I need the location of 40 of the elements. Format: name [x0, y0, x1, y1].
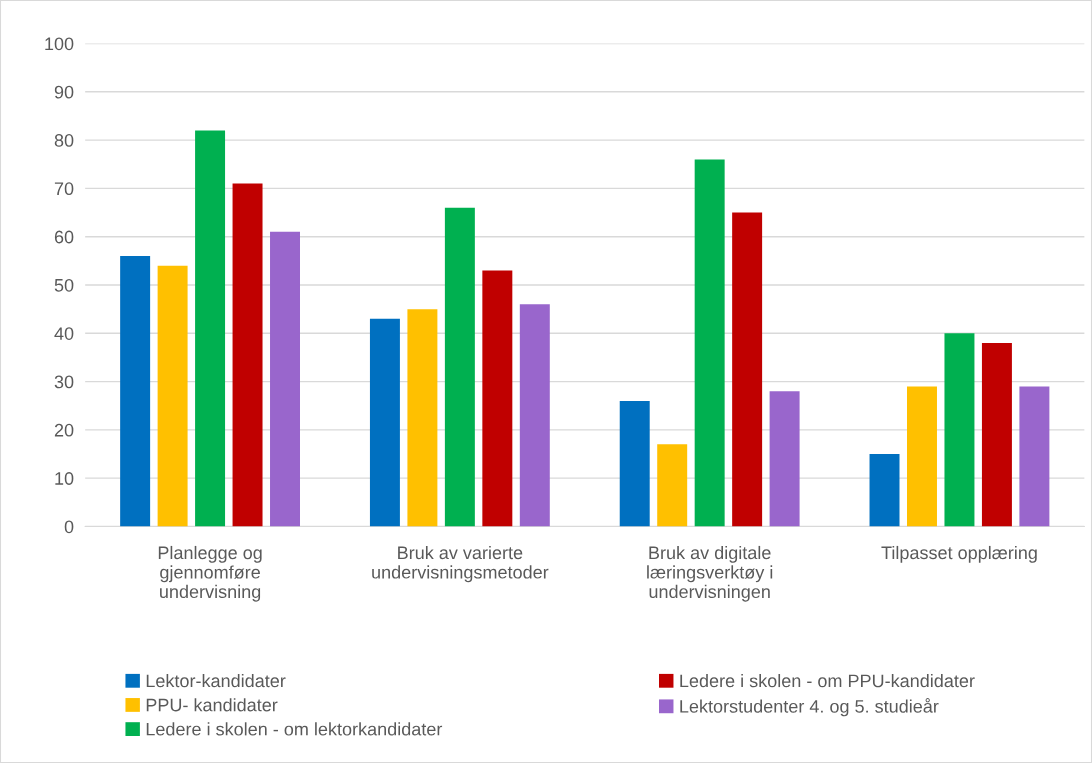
bar [907, 386, 937, 527]
bar [732, 212, 763, 527]
bar [657, 444, 688, 527]
bar [157, 265, 188, 527]
y-tick-label: 0 [64, 520, 74, 534]
bar [482, 270, 513, 527]
bar [444, 207, 475, 527]
bar [232, 183, 263, 527]
bar [769, 391, 800, 527]
bar [407, 309, 438, 527]
y-tick-label: 100 [45, 37, 74, 51]
x-tick-label: Bruk av digitale læringsverktøy i undervisningen [647, 545, 773, 602]
bar [981, 342, 1012, 527]
bar [519, 304, 550, 527]
y-tick-label: 20 [54, 423, 74, 437]
bar [694, 159, 725, 527]
legend-label: Lektor-kandidater [146, 673, 286, 688]
legend-label: PPU- kandidater [146, 698, 278, 712]
legend-label: Lektorstudenter 4. og 5. studieår [680, 698, 939, 717]
y-tick-label: 50 [54, 278, 74, 292]
x-tick-label: Bruk av varierte undervisningsmetoder [372, 545, 549, 583]
x-tick-label: Tilpasset opplæring [881, 545, 1037, 563]
bar [619, 400, 650, 527]
bar [869, 454, 900, 527]
y-tick-label: 40 [54, 327, 74, 340]
bar [369, 318, 400, 527]
legend-label: Ledere i skolen - om lektorkandidater [146, 722, 443, 736]
bar [944, 333, 975, 527]
y-tick-label: 70 [54, 182, 74, 196]
y-tick-label: 30 [54, 375, 74, 389]
y-tick-label: 60 [54, 230, 74, 244]
y-tick-label: 80 [54, 134, 74, 147]
x-tick-label: Planlegge og gjennomføre undervisning [158, 545, 262, 602]
bar [120, 256, 151, 527]
bar [270, 231, 300, 527]
bar [1019, 386, 1050, 527]
legend-label: Ledere i skolen - om PPU-kandidater [680, 673, 975, 688]
bar [195, 130, 226, 527]
y-tick-label: 90 [54, 85, 74, 99]
y-tick-label: 10 [55, 472, 74, 485]
